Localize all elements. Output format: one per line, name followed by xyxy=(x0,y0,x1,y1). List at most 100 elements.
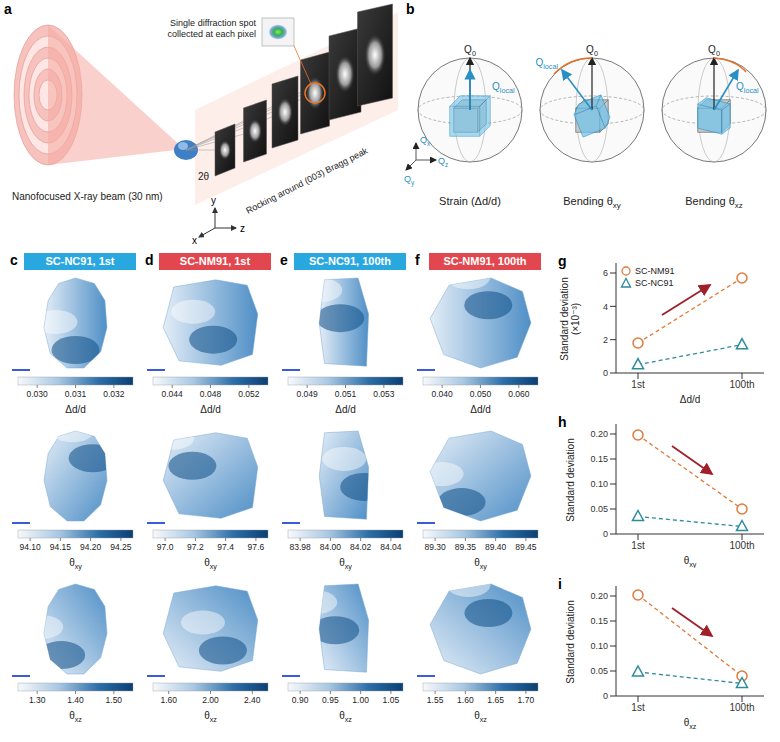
svg-text:Qlocal​: Qlocal​ xyxy=(736,81,759,95)
svg-text:1.00: 1.00 xyxy=(352,695,369,705)
svg-text:0.031: 0.031 xyxy=(65,389,87,399)
svg-text:97.6: 97.6 xyxy=(248,542,265,552)
svg-text:97.2: 97.2 xyxy=(187,542,204,552)
svg-text:1st: 1st xyxy=(631,379,645,390)
svg-text:Bending θxz​: Bending θxz​ xyxy=(685,195,743,210)
svg-text:Standard deviation: Standard deviation xyxy=(559,277,570,360)
svg-text:1.65: 1.65 xyxy=(487,695,504,705)
svg-text:84.02: 84.02 xyxy=(350,542,372,552)
svg-text:b: b xyxy=(406,1,415,17)
svg-text:94.20: 94.20 xyxy=(80,542,102,552)
svg-text:θxz​: θxz​ xyxy=(204,710,217,724)
svg-text:Δd/d: Δd/d xyxy=(470,404,491,415)
svg-text:θxy​: θxy​ xyxy=(204,557,217,571)
svg-text:1.60: 1.60 xyxy=(457,695,474,705)
svg-text:100th: 100th xyxy=(729,379,754,390)
svg-text:94.15: 94.15 xyxy=(50,542,72,552)
svg-text:Bending θxy​: Bending θxy​ xyxy=(563,195,621,210)
svg-text:θxy​: θxy​ xyxy=(474,557,487,571)
svg-text:1.55: 1.55 xyxy=(427,695,444,705)
svg-text:Standard deviation: Standard deviation xyxy=(565,438,576,521)
svg-text:100th: 100th xyxy=(729,702,754,713)
svg-text:83.98: 83.98 xyxy=(289,542,311,552)
svg-text:θxz​: θxz​ xyxy=(69,710,82,724)
svg-text:θxy​: θxy​ xyxy=(339,557,352,571)
svg-text:0.20: 0.20 xyxy=(590,429,608,439)
svg-text:Qz​: Qz​ xyxy=(438,156,448,168)
svg-text:Qy​: Qy​ xyxy=(404,174,415,187)
svg-text:θxz​: θxz​ xyxy=(474,710,487,724)
svg-text:97.0: 97.0 xyxy=(157,542,174,552)
svg-text:0.049: 0.049 xyxy=(297,389,319,399)
svg-text:89.30: 89.30 xyxy=(424,542,446,552)
svg-text:Strain (Δd/d): Strain (Δd/d) xyxy=(439,195,501,207)
svg-text:1st: 1st xyxy=(631,540,645,551)
svg-text:Qlocal​: Qlocal​ xyxy=(535,57,558,71)
svg-text:0: 0 xyxy=(603,529,608,539)
svg-text:0.05: 0.05 xyxy=(590,504,608,514)
svg-text:1.05: 1.05 xyxy=(383,695,400,705)
svg-text:1.50: 1.50 xyxy=(106,695,123,705)
svg-text:z: z xyxy=(240,223,245,234)
svg-text:Qlocal​: Qlocal​ xyxy=(492,81,515,95)
svg-text:1.60: 1.60 xyxy=(160,695,177,705)
svg-text:a: a xyxy=(4,1,12,17)
svg-text:0.95: 0.95 xyxy=(322,695,339,705)
svg-text:2.40: 2.40 xyxy=(244,695,261,705)
svg-text:0.060: 0.060 xyxy=(508,389,530,399)
svg-text:6: 6 xyxy=(603,268,608,278)
svg-text:Standard deviation: Standard deviation xyxy=(565,600,576,683)
svg-text:1.70: 1.70 xyxy=(518,695,535,705)
svg-text:0.15: 0.15 xyxy=(590,616,608,626)
svg-text:0.10: 0.10 xyxy=(590,479,608,489)
svg-text:0.052: 0.052 xyxy=(238,389,260,399)
svg-text:0.90: 0.90 xyxy=(292,695,309,705)
svg-text:0.051: 0.051 xyxy=(335,389,357,399)
svg-text:2: 2 xyxy=(603,335,608,345)
svg-text:Nanofocused X-ray beam (30 nm): Nanofocused X-ray beam (30 nm) xyxy=(12,191,163,202)
svg-text:1.30: 1.30 xyxy=(29,695,46,705)
svg-text:x: x xyxy=(192,235,197,246)
svg-text:θxy​: θxy​ xyxy=(684,555,697,568)
svg-text:1st: 1st xyxy=(631,702,645,713)
svg-text:0.048: 0.048 xyxy=(200,389,222,399)
svg-text:Δd/d: Δd/d xyxy=(680,394,701,405)
svg-text:0.044: 0.044 xyxy=(162,389,184,399)
svg-text:0: 0 xyxy=(603,368,608,378)
svg-text:Δd/d: Δd/d xyxy=(65,404,86,415)
svg-text:84.00: 84.00 xyxy=(320,542,342,552)
svg-text:0.10: 0.10 xyxy=(590,641,608,651)
svg-text:0.05: 0.05 xyxy=(590,666,608,676)
svg-text:Qx​: Qx​ xyxy=(420,135,431,147)
svg-text:Single diffraction spot: Single diffraction spot xyxy=(170,18,256,28)
svg-text:0.030: 0.030 xyxy=(27,389,49,399)
svg-text:Δd/d: Δd/d xyxy=(200,404,221,415)
svg-text:97.4: 97.4 xyxy=(217,542,234,552)
svg-text:100th: 100th xyxy=(729,540,754,551)
svg-text:0.15: 0.15 xyxy=(590,454,608,464)
svg-text:θxz​: θxz​ xyxy=(339,710,352,724)
svg-text:94.25: 94.25 xyxy=(110,542,132,552)
svg-text:Q0​: Q0​ xyxy=(464,44,476,58)
svg-text:2.00: 2.00 xyxy=(202,695,219,705)
svg-text:0.053: 0.053 xyxy=(373,389,395,399)
svg-text:Q0​: Q0​ xyxy=(586,44,598,58)
svg-text:89.45: 89.45 xyxy=(515,542,537,552)
svg-text:0.040: 0.040 xyxy=(432,389,454,399)
svg-text:84.04: 84.04 xyxy=(380,542,402,552)
svg-text:0.20: 0.20 xyxy=(590,591,608,601)
svg-text:y: y xyxy=(211,195,216,206)
svg-text:Q0​: Q0​ xyxy=(708,44,720,58)
svg-text:2θ: 2θ xyxy=(198,171,210,182)
svg-text:(×10⁻³): (×10⁻³) xyxy=(570,303,581,335)
svg-text:Δd/d: Δd/d xyxy=(335,404,356,415)
svg-text:Rocking around (003) Bragg pea: Rocking around (003) Bragg peak xyxy=(244,145,369,215)
svg-text:1.40: 1.40 xyxy=(67,695,84,705)
svg-text:89.35: 89.35 xyxy=(455,542,477,552)
svg-text:4: 4 xyxy=(603,302,608,312)
svg-text:θxy​: θxy​ xyxy=(69,557,82,571)
svg-text:0: 0 xyxy=(603,691,608,701)
svg-text:0.032: 0.032 xyxy=(103,389,125,399)
svg-text:θxz​: θxz​ xyxy=(684,717,697,730)
svg-text:collected at each pixel: collected at each pixel xyxy=(167,29,256,39)
